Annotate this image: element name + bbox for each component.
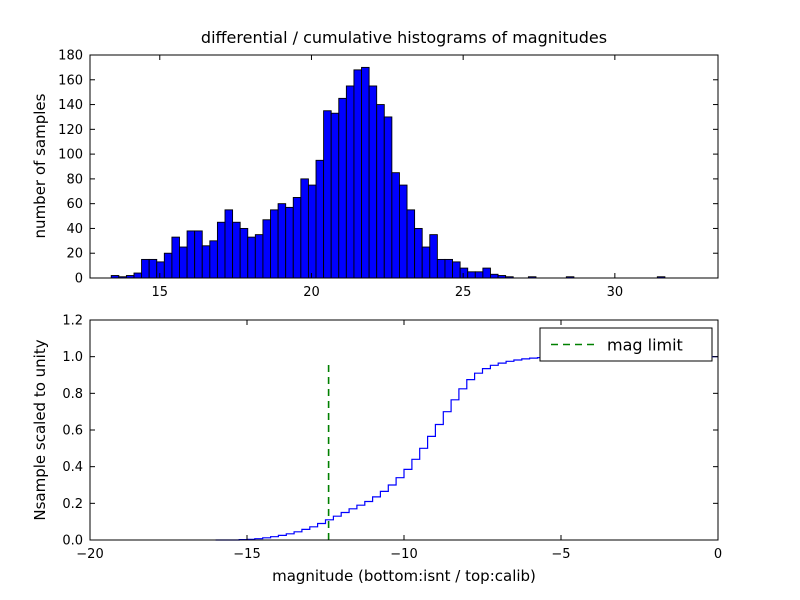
histogram-bar: [307, 184, 317, 279]
legend-label: mag limit: [607, 336, 683, 355]
y-tick-label: 0.0: [62, 534, 83, 549]
histogram-bar: [247, 236, 256, 279]
histogram-bar: [406, 209, 416, 279]
histogram-bar: [270, 209, 279, 279]
x-tick-label: −5: [551, 547, 570, 562]
histogram-bar: [133, 272, 143, 279]
histogram-bar: [216, 221, 226, 279]
histogram-bar: [429, 234, 438, 279]
histogram-bar: [452, 261, 461, 279]
y-tick-label: 0.4: [62, 460, 83, 475]
histogram-bar: [467, 271, 476, 279]
histogram-bar: [399, 184, 408, 279]
y-tick-label: 0.2: [62, 497, 83, 512]
histogram-bar: [300, 178, 309, 279]
histogram-bar: [383, 116, 393, 279]
x-tick-label: −15: [233, 547, 260, 562]
histogram-bar: [194, 230, 203, 279]
histogram-bar: [285, 206, 294, 279]
histogram-bar: [436, 258, 446, 279]
x-tick-label: 20: [303, 285, 320, 300]
histogram-bar: [239, 227, 249, 279]
histogram-bar: [148, 258, 158, 279]
histogram-bar: [201, 245, 211, 279]
histogram-bar: [482, 267, 491, 279]
y-tick-label: 1.2: [62, 314, 83, 329]
y-tick-label: 0.6: [62, 424, 83, 439]
histogram-bar: [444, 258, 453, 279]
x-tick-label: −10: [390, 547, 417, 562]
y-tick-label: 20: [66, 247, 83, 262]
histogram-bar: [315, 159, 325, 279]
histogram-bar: [179, 246, 188, 279]
x-tick-label: 30: [607, 285, 624, 300]
axes-frame: [89, 54, 719, 279]
histogram-bar: [186, 230, 196, 279]
histogram-bar: [414, 227, 423, 279]
axes-frame: [89, 319, 719, 541]
histogram-bar: [254, 234, 264, 279]
histogram-bar: [262, 219, 271, 279]
histogram-bar: [474, 271, 484, 279]
x-tick-label: 0: [714, 547, 722, 562]
y-tick-label: 40: [66, 222, 83, 237]
y-tick-label: 0: [75, 272, 83, 287]
histogram-bar: [277, 203, 287, 279]
histogram-bar: [141, 258, 150, 279]
histogram-bar: [156, 261, 165, 279]
y-tick-label: 60: [66, 197, 83, 212]
y-tick-label: 80: [66, 172, 83, 187]
y-tick-label: 0.8: [62, 387, 83, 402]
cumulative-curve: [215, 356, 718, 541]
histogram-bar: [323, 110, 332, 279]
histogram-bar: [459, 267, 469, 279]
histogram-bar: [209, 240, 218, 279]
histogram-bar: [345, 85, 355, 279]
y-tick-label: 1.0: [62, 350, 83, 365]
x-tick-label: 15: [152, 285, 169, 300]
histogram-bar: [421, 246, 431, 279]
histogram-bar: [353, 69, 362, 279]
histogram-bar: [224, 209, 234, 279]
histogram-bar: [330, 112, 340, 279]
x-tick-label: 25: [455, 285, 472, 300]
histogram-bar: [490, 273, 499, 279]
histogram-bar: [171, 236, 180, 279]
figure-title: differential / cumulative histograms of …: [200, 28, 608, 47]
x-axis-label: magnitude (bottom:isnt / top:calib): [272, 567, 536, 585]
histogram-bar: [232, 221, 241, 279]
histogram-bar: [376, 104, 385, 279]
histogram-bar: [338, 97, 347, 279]
y-tick-label: 120: [58, 123, 83, 138]
x-tick-label: −20: [76, 547, 103, 562]
histogram-bar: [361, 66, 370, 279]
histogram-bar: [368, 85, 378, 279]
y-tick-label: 180: [58, 49, 83, 64]
y-tick-label: 100: [58, 148, 83, 163]
y-tick-label: 160: [58, 73, 83, 88]
histogram-bar: [292, 197, 302, 279]
histogram-bar: [163, 252, 173, 279]
y-tick-label: 140: [58, 98, 83, 113]
histogram-bar: [391, 172, 400, 279]
